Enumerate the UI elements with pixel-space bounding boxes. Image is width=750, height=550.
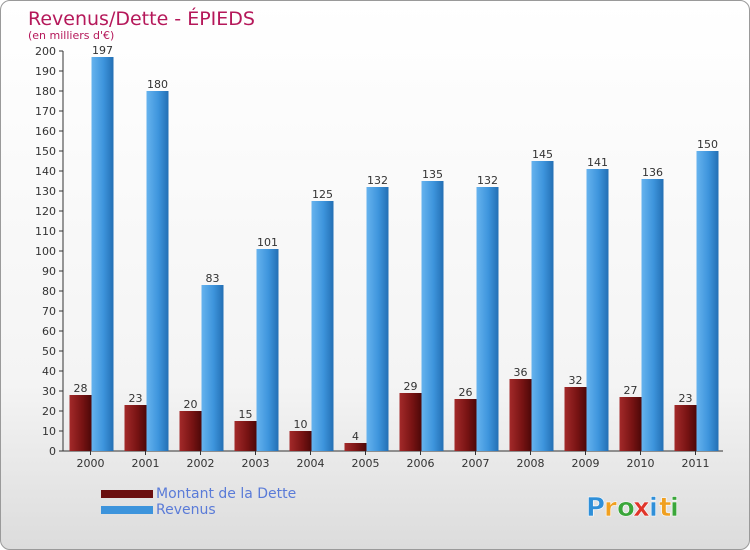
x-tick-label: 2011 bbox=[682, 457, 710, 470]
bar-debt-2010 bbox=[619, 397, 642, 451]
bar-revenue-2008 bbox=[531, 161, 554, 451]
legend-swatch-debt bbox=[101, 490, 153, 498]
x-tick-label: 2000 bbox=[77, 457, 105, 470]
y-tick-label: 10 bbox=[42, 425, 56, 438]
x-tick-label: 2001 bbox=[132, 457, 160, 470]
logo-letter: x bbox=[633, 493, 650, 523]
bar-debt-2007 bbox=[454, 399, 477, 451]
data-label-revenue: 197 bbox=[92, 44, 113, 57]
legend-label-revenue: Revenus bbox=[156, 502, 216, 518]
bar-revenue-2009 bbox=[586, 169, 609, 451]
y-tick-label: 80 bbox=[42, 285, 56, 298]
data-label-debt: 32 bbox=[569, 374, 583, 387]
chart-title: Revenus/Dette - ÉPIEDS bbox=[28, 8, 255, 30]
y-tick-label: 150 bbox=[35, 145, 56, 158]
y-tick-label: 70 bbox=[42, 305, 56, 318]
legend-label-debt: Montant de la Dette bbox=[156, 486, 297, 502]
y-tick-label: 60 bbox=[42, 325, 56, 338]
bar-debt-2011 bbox=[674, 405, 697, 451]
x-tick-label: 2005 bbox=[352, 457, 380, 470]
bar-revenue-2002 bbox=[201, 285, 224, 451]
bar-revenue-2001 bbox=[146, 91, 169, 451]
data-label-revenue: 150 bbox=[697, 138, 718, 151]
bar-revenue-2004 bbox=[311, 201, 334, 451]
bar-debt-2003 bbox=[234, 421, 257, 451]
y-tick-label: 40 bbox=[42, 365, 56, 378]
x-tick-label: 2008 bbox=[517, 457, 545, 470]
data-label-revenue: 145 bbox=[532, 148, 553, 161]
x-tick-label: 2007 bbox=[462, 457, 490, 470]
y-tick-label: 130 bbox=[35, 185, 56, 198]
data-label-debt: 36 bbox=[514, 366, 528, 379]
bar-debt-2005 bbox=[344, 443, 367, 451]
y-tick-label: 100 bbox=[35, 245, 56, 258]
data-label-revenue: 141 bbox=[587, 156, 608, 169]
bar-debt-2009 bbox=[564, 387, 587, 451]
logo-letter: i bbox=[649, 493, 658, 523]
data-label-debt: 26 bbox=[459, 386, 473, 399]
data-label-debt: 23 bbox=[129, 392, 143, 405]
data-label-revenue: 136 bbox=[642, 166, 663, 179]
data-label-revenue: 125 bbox=[312, 188, 333, 201]
data-label-revenue: 132 bbox=[367, 174, 388, 187]
logo-letter: t bbox=[659, 493, 671, 523]
data-label-revenue: 101 bbox=[257, 236, 278, 249]
x-tick-label: 2010 bbox=[627, 457, 655, 470]
bar-debt-2001 bbox=[124, 405, 147, 451]
x-tick-label: 2009 bbox=[572, 457, 600, 470]
logo-letter: r bbox=[604, 493, 617, 523]
y-tick-label: 160 bbox=[35, 125, 56, 138]
y-tick-label: 120 bbox=[35, 205, 56, 218]
x-tick-label: 2003 bbox=[242, 457, 270, 470]
y-tick-label: 90 bbox=[42, 265, 56, 278]
y-tick-label: 110 bbox=[35, 225, 56, 238]
x-tick-label: 2004 bbox=[297, 457, 325, 470]
data-label-revenue: 132 bbox=[477, 174, 498, 187]
bar-revenue-2010 bbox=[641, 179, 664, 451]
y-tick-label: 50 bbox=[42, 345, 56, 358]
bar-debt-2006 bbox=[399, 393, 422, 451]
proxiti-logo: Pr ox i ti bbox=[586, 493, 680, 523]
data-label-debt: 29 bbox=[404, 380, 418, 393]
x-tick-label: 2002 bbox=[187, 457, 215, 470]
chart-subtitle: (en milliers d'€) bbox=[28, 29, 115, 42]
data-label-debt: 10 bbox=[294, 418, 308, 431]
y-tick-label: 190 bbox=[35, 65, 56, 78]
bar-debt-2008 bbox=[509, 379, 532, 451]
y-tick-label: 20 bbox=[42, 405, 56, 418]
data-label-revenue: 180 bbox=[147, 78, 168, 91]
data-label-debt: 15 bbox=[239, 408, 253, 421]
data-label-debt: 4 bbox=[352, 430, 359, 443]
logo-letter: P bbox=[586, 493, 605, 523]
bar-debt-2004 bbox=[289, 431, 312, 451]
bar-revenue-2003 bbox=[256, 249, 279, 451]
bar-debt-2002 bbox=[179, 411, 202, 451]
data-label-debt: 20 bbox=[184, 398, 198, 411]
y-tick-label: 0 bbox=[49, 445, 56, 458]
x-tick-label: 2006 bbox=[407, 457, 435, 470]
data-label-revenue: 135 bbox=[422, 168, 443, 181]
data-label-revenue: 83 bbox=[206, 272, 220, 285]
bar-revenue-2006 bbox=[421, 181, 444, 451]
y-tick-label: 200 bbox=[35, 45, 56, 58]
data-label-debt: 28 bbox=[74, 382, 88, 395]
bar-revenue-2000 bbox=[91, 57, 114, 451]
y-tick-label: 140 bbox=[35, 165, 56, 178]
bar-debt-2000 bbox=[69, 395, 92, 451]
bar-revenue-2005 bbox=[366, 187, 389, 451]
logo-letter: o bbox=[617, 493, 635, 523]
data-label-debt: 27 bbox=[624, 384, 638, 397]
y-tick-label: 180 bbox=[35, 85, 56, 98]
logo-letter: i bbox=[670, 493, 679, 523]
y-tick-label: 170 bbox=[35, 105, 56, 118]
legend-swatch-revenue bbox=[101, 506, 153, 514]
bar-revenue-2011 bbox=[696, 151, 719, 451]
data-label-debt: 23 bbox=[679, 392, 693, 405]
bar-revenue-2007 bbox=[476, 187, 499, 451]
y-tick-label: 30 bbox=[42, 385, 56, 398]
